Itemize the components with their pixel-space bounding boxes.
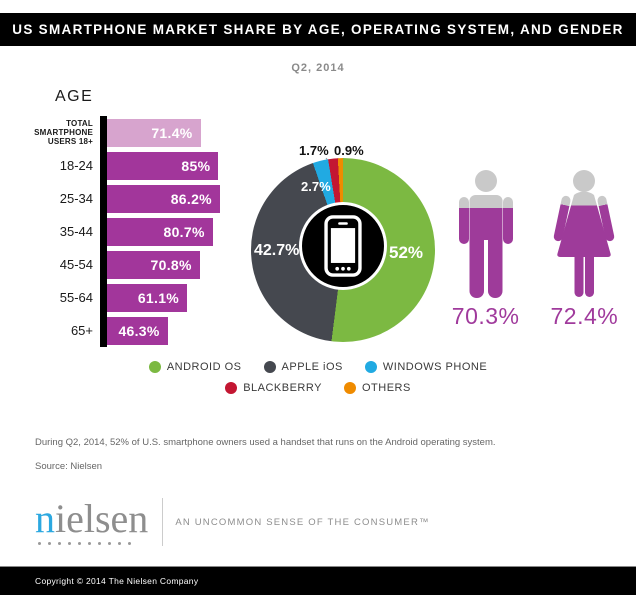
subtitle: Q2, 2014 xyxy=(291,62,345,74)
age-bar-value: 61.1% xyxy=(137,289,180,306)
logo-rest: ielsen xyxy=(55,496,149,541)
age-bar: 85% xyxy=(107,151,219,180)
legend-dot xyxy=(364,361,377,373)
male-icon xyxy=(458,170,513,298)
gender-pictograms: 70.3% xyxy=(445,170,625,330)
footer-bar: Copyright © 2014 The Nielsen Company xyxy=(0,566,636,595)
smartphone-icon xyxy=(324,215,362,277)
os-donut-chart: 1.7% 0.9% 52% 42.7% 2.7% xyxy=(251,118,435,342)
brand-divider xyxy=(162,498,164,546)
age-bar-row: 45-54 70.8% xyxy=(30,248,240,281)
age-bar-track: 61.1% xyxy=(100,281,240,314)
age-category-label: 65+ xyxy=(70,323,93,338)
age-bar-row: 35-44 80.7% xyxy=(30,215,240,248)
logo-dot xyxy=(88,542,91,545)
age-category-label: 25-34 xyxy=(59,191,93,206)
female-icon xyxy=(554,170,615,297)
age-bar-row: 55-64 61.1% xyxy=(30,281,240,314)
blackberry-share-label: 1.7% xyxy=(299,143,329,158)
logo-dot xyxy=(118,542,121,545)
age-bar-value: 46.3% xyxy=(118,322,160,339)
legend-item: APPLE iOS xyxy=(263,361,343,373)
age-category-label: 35-44 xyxy=(59,224,93,239)
logo-dot xyxy=(98,542,101,545)
age-bar: 46.3% xyxy=(107,316,168,345)
logo-dot xyxy=(58,542,61,545)
age-bar: 71.4% xyxy=(107,118,201,147)
legend-label: WINDOWS PHONE xyxy=(382,361,488,373)
others-share-label: 0.9% xyxy=(334,143,364,158)
legend-label: BLACKBERRY xyxy=(243,382,322,394)
female-figure: 72.4% xyxy=(551,170,619,330)
age-bar: 80.7% xyxy=(107,217,213,246)
logo-letter-n: n xyxy=(35,496,55,541)
nielsen-brand-block: nielsen AN UNCOMMON SENSE OF THE CONSUME… xyxy=(35,498,430,546)
nielsen-wordmark: nielsen xyxy=(35,499,148,539)
age-bar: 86.2% xyxy=(107,184,220,213)
male-percentage: 70.3% xyxy=(451,303,520,329)
age-bar-row: 65+ 46.3% xyxy=(30,314,240,347)
age-bar-track: 85% xyxy=(100,149,240,182)
age-bar-value: 71.4% xyxy=(151,124,193,141)
legend-item: OTHERS xyxy=(343,382,411,394)
logo-dot xyxy=(128,542,131,545)
legend-label: OTHERS xyxy=(361,382,411,394)
age-bar-value: 85% xyxy=(181,157,211,174)
age-bar-value: 80.7% xyxy=(163,223,205,240)
donut-center xyxy=(299,202,387,290)
male-figure: 70.3% xyxy=(452,170,520,330)
legend-dot xyxy=(343,382,356,394)
os-legend: ANDROID OS APPLE iOS WINDOWS PHONE BLACKBE… xyxy=(0,361,636,394)
age-bar-track: 80.7% xyxy=(100,215,240,248)
legend-row-1: ANDROID OS APPLE iOS WINDOWS PHONE xyxy=(148,361,488,373)
logo-dot xyxy=(48,542,51,545)
windows-share-label: 2.7% xyxy=(301,179,331,194)
copyright-text: Copyright © 2014 The Nielsen Company xyxy=(35,576,199,586)
age-category-label: 45-54 xyxy=(59,257,93,272)
age-bar-chart: AGE TOTAL SMARTPHONE USERS 18+ 71.4% 18-24… xyxy=(30,88,240,347)
logo-dot xyxy=(78,542,81,545)
apple-share-label: 42.7% xyxy=(254,242,300,259)
legend-dot xyxy=(263,361,276,373)
age-bar-value: 86.2% xyxy=(170,190,212,207)
age-category-label: 55-64 xyxy=(59,290,93,305)
logo-dot xyxy=(68,542,71,545)
female-percentage: 72.4% xyxy=(550,303,619,329)
nielsen-logo: nielsen xyxy=(35,499,148,545)
footnote: During Q2, 2014, 52% of U.S. smartphone … xyxy=(35,437,496,448)
age-bar-row: TOTAL SMARTPHONE USERS 18+ 71.4% xyxy=(30,116,240,149)
age-bar: 70.8% xyxy=(107,250,200,279)
age-bar-track: 71.4% xyxy=(100,116,240,149)
age-bar-row: 25-34 86.2% xyxy=(30,182,240,215)
age-category-label: TOTAL SMARTPHONE USERS 18+ xyxy=(34,118,93,147)
legend-dot xyxy=(225,382,238,394)
age-bar-rows: TOTAL SMARTPHONE USERS 18+ 71.4% 18-24 85% 2… xyxy=(30,116,240,347)
logo-dot xyxy=(38,542,41,545)
page-title: US SMARTPHONE MARKET SHARE BY AGE, OPERA… xyxy=(12,22,624,37)
logo-dot xyxy=(108,542,111,545)
legend-item: ANDROID OS xyxy=(148,361,242,373)
age-bar: 61.1% xyxy=(107,283,188,312)
android-share-label: 52% xyxy=(389,243,424,262)
age-bar-value: 70.8% xyxy=(150,256,192,273)
age-category-label: 18-24 xyxy=(59,158,93,173)
age-bar-track: 70.8% xyxy=(100,248,240,281)
legend-row-2: BLACKBERRY OTHERS xyxy=(225,382,411,394)
legend-label: ANDROID OS xyxy=(166,361,242,373)
source-note: Source: Nielsen xyxy=(35,461,103,472)
age-bar-track: 86.2% xyxy=(100,182,240,215)
brand-tagline: AN UNCOMMON SENSE OF THE CONSUMER™ xyxy=(175,516,430,528)
nielsen-dots xyxy=(38,542,148,545)
title-bar: US SMARTPHONE MARKET SHARE BY AGE, OPERA… xyxy=(0,13,636,46)
legend-item: WINDOWS PHONE xyxy=(364,361,488,373)
legend-dot xyxy=(148,361,161,373)
age-bar-track: 46.3% xyxy=(100,314,240,347)
legend-item: BLACKBERRY xyxy=(225,382,322,394)
age-chart-title: AGE xyxy=(55,88,94,105)
legend-label: APPLE iOS xyxy=(281,361,343,373)
age-bar-row: 18-24 85% xyxy=(30,149,240,182)
